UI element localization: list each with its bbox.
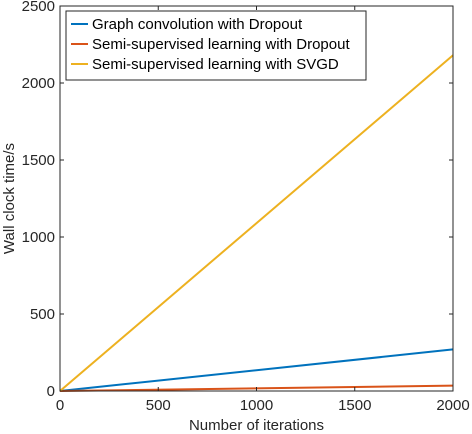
x-axis-title: Number of iterations	[189, 417, 324, 434]
legend-label-1: Graph convolution with Dropout	[92, 16, 303, 33]
legend-label-2: Semi-supervised learning with Dropout	[92, 36, 350, 53]
legend-box	[65, 10, 367, 81]
y-tick-label: 1500	[22, 152, 55, 169]
y-tick-label: 2500	[22, 0, 55, 15]
y-tick-label: 2000	[22, 75, 55, 92]
x-tick-label: 500	[146, 397, 171, 414]
y-tick-label: 500	[30, 306, 55, 323]
y-tick-label: 1000	[22, 229, 55, 246]
series-line-3	[59, 54, 454, 392]
series-line-1	[59, 348, 454, 392]
ticks-layer: 0 500 1000 1500 2000 0 500 1000 1500 2000 2500	[22, 0, 470, 414]
x-tick-label: 1000	[240, 397, 273, 414]
x-tick-label: 2000	[436, 397, 469, 414]
series-layer	[59, 54, 454, 392]
x-tick-label: 0	[56, 397, 64, 414]
legend-label-3: Semi-supervised learning with SVGD	[92, 56, 339, 73]
x-tick-label: 1500	[338, 397, 371, 414]
y-tick-label: 0	[47, 383, 55, 400]
y-axis-title: Wall clock time/s	[1, 143, 18, 254]
legend-items: Graph convolution with Dropout Semi-super…	[71, 16, 350, 73]
legend: Graph convolution with Dropout Semi-super…	[65, 10, 367, 81]
